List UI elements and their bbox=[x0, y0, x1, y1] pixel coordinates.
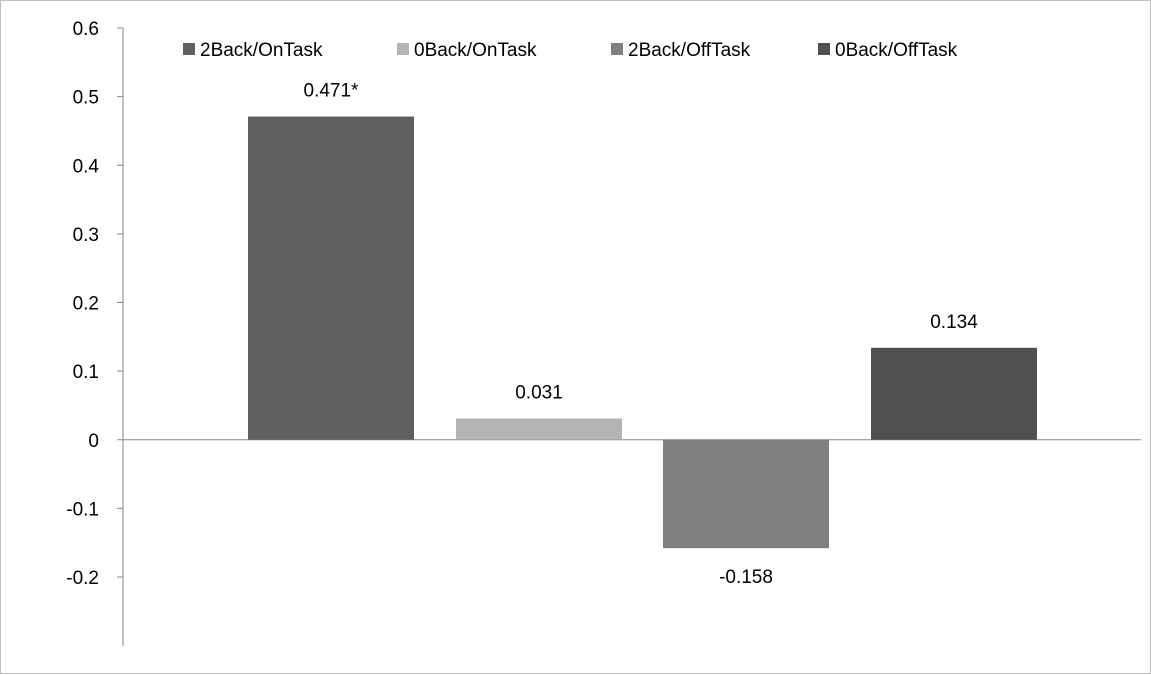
bar-2back-offtask bbox=[663, 439, 829, 549]
bar-2back-ontask bbox=[248, 116, 414, 440]
y-tick-label: 0.3 bbox=[73, 225, 99, 246]
legend-label: 2Back/OffTask bbox=[628, 40, 751, 61]
data-label: 0.471* bbox=[304, 81, 360, 102]
y-tick-label: 0.6 bbox=[73, 19, 99, 40]
legend-swatch bbox=[397, 43, 409, 55]
legend-label: 0Back/OnTask bbox=[414, 40, 537, 61]
y-tick-label: -0.2 bbox=[66, 568, 99, 589]
bar-0back-ontask bbox=[456, 418, 622, 440]
bar-0back-offtask bbox=[871, 347, 1037, 440]
y-tick-label: 0.4 bbox=[73, 156, 100, 177]
data-label: 0.134 bbox=[930, 312, 978, 333]
legend-swatch bbox=[611, 43, 623, 55]
y-tick-label: 0.1 bbox=[73, 362, 99, 383]
data-label: -0.158 bbox=[719, 567, 773, 588]
legend: 2Back/OnTask 0Back/OnTask 2Back/OffTask 0Ba… bbox=[183, 40, 958, 61]
legend-label: 0Back/OffTask bbox=[835, 40, 958, 61]
data-label: 0.031 bbox=[515, 382, 563, 403]
legend-swatch bbox=[818, 43, 830, 55]
legend-swatch bbox=[183, 43, 195, 55]
y-tick-label: 0 bbox=[88, 431, 99, 452]
y-tick-label: 0.2 bbox=[73, 294, 99, 315]
bars bbox=[248, 116, 1037, 549]
legend-label: 2Back/OnTask bbox=[200, 40, 323, 61]
data-labels: 0.471* 0.031 -0.158 0.134 bbox=[304, 81, 979, 589]
y-tick-label: 0.5 bbox=[73, 88, 99, 109]
axes: 0.6 0.5 0.4 0.3 0.2 0.1 0 -0.1 -0.2 bbox=[66, 19, 1141, 646]
y-tick-label: -0.1 bbox=[66, 499, 99, 520]
